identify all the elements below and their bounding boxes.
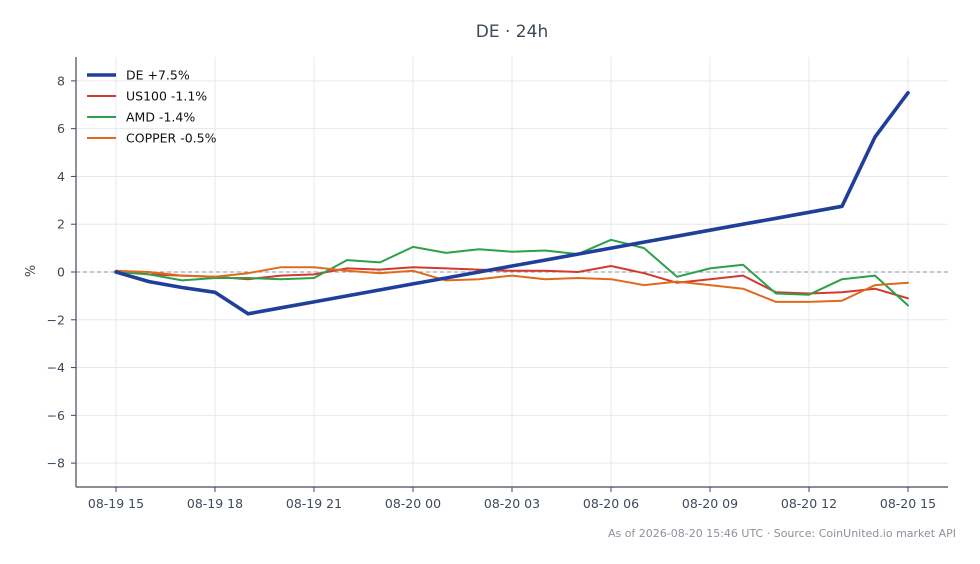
x-tick-label: 08-20 09: [682, 496, 738, 511]
x-tick-label: 08-20 15: [880, 496, 936, 511]
y-tick-label: 0: [57, 265, 65, 280]
y-axis-ticks: −8 −6 −4 −2 0 2 4 6 8: [47, 73, 76, 471]
y-tick-label: −6: [47, 408, 65, 423]
y-tick-label: 6: [57, 121, 65, 136]
y-tick-label: −2: [47, 312, 65, 327]
x-tick-label: 08-20 03: [484, 496, 540, 511]
x-tick-label: 08-20 06: [583, 496, 639, 511]
y-tick-label: 8: [57, 73, 65, 88]
y-tick-label: 2: [57, 217, 65, 232]
legend-label: DE +7.5%: [126, 68, 190, 83]
x-axis-ticks: 08-19 15 08-19 18 08-19 21 08-20 00 08-20 03…: [88, 487, 936, 511]
legend-label: US100 -1.1%: [126, 89, 207, 104]
y-tick-label: −8: [47, 456, 65, 471]
legend-label: COPPER -0.5%: [126, 131, 217, 146]
x-tick-label: 08-19 18: [187, 496, 243, 511]
legend: DE +7.5% US100 -1.1% AMD -1.4% COPPER -0.5%: [87, 68, 217, 146]
x-tick-label: 08-20 00: [385, 496, 441, 511]
series-group: [114, 91, 910, 316]
legend-label: AMD -1.4%: [126, 110, 195, 125]
series-line-1: [114, 91, 910, 316]
y-tick-label: 4: [57, 169, 65, 184]
footer-source: As of 2026-08-20 15:46 UTC · Source: Coi…: [608, 527, 956, 540]
series-line-3: [115, 238, 909, 307]
series-line-4: [115, 266, 909, 303]
x-tick-label: 08-19 15: [88, 496, 144, 511]
x-tick-label: 08-19 21: [286, 496, 342, 511]
chart-title: DE · 24h: [476, 22, 548, 42]
y-axis-label: %: [24, 265, 39, 277]
x-tick-label: 08-20 12: [781, 496, 837, 511]
y-tick-label: −4: [47, 360, 65, 375]
